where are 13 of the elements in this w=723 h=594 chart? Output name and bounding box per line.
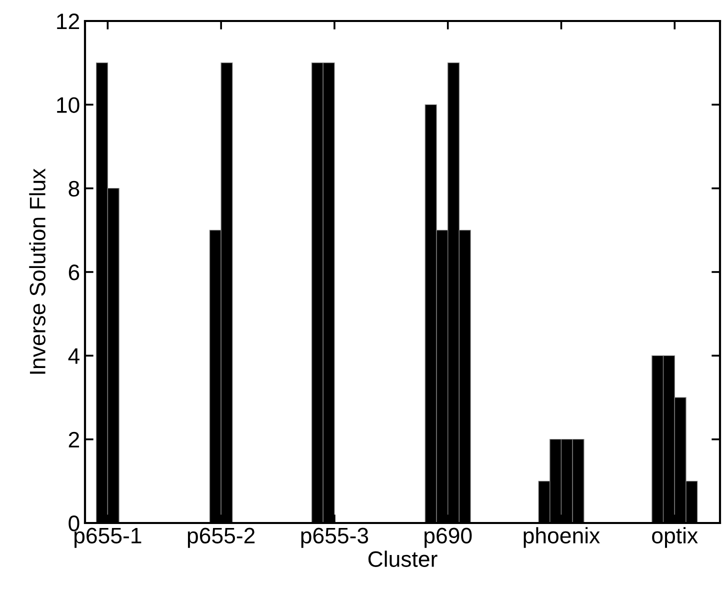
y-tick-label: 2 [68, 432, 80, 448]
x-tick-label: p655-2 [188, 528, 255, 548]
y-tick-label: 6 [68, 264, 80, 280]
y-tick-label: 12 [57, 14, 80, 30]
y-tick-label: 8 [68, 180, 80, 197]
x-tick-label: phoenix [524, 527, 600, 548]
x-tick-label: optix [652, 527, 698, 548]
y-tick-label: 10 [57, 97, 80, 113]
x-tick-label: p690 [424, 528, 472, 548]
y-axis-title: Inverse Solution Flux [29, 168, 46, 374]
x-tick-label: p655-3 [301, 528, 368, 548]
x-axis-title: Cluster [368, 550, 438, 567]
y-tick-label: 4 [68, 348, 80, 364]
